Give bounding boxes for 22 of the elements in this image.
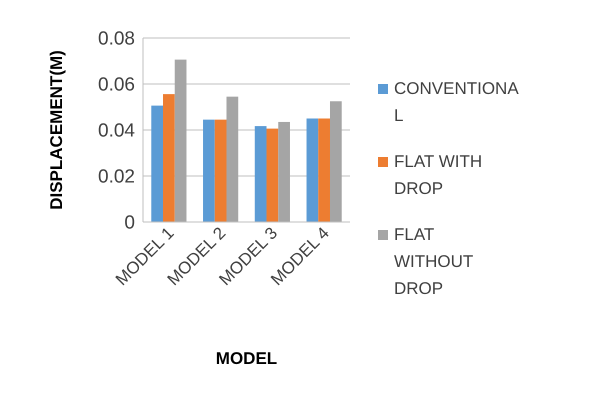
legend-label: CONVENTIONAL: [394, 79, 520, 125]
y-tick-label: 0.02: [98, 166, 135, 188]
y-tick-label: 0.04: [98, 120, 136, 142]
bar: [163, 94, 175, 222]
bar: [318, 118, 330, 222]
bar: [266, 128, 278, 222]
legend-label: FLAT WITH DROP: [394, 152, 482, 198]
y-tick-label: 0.06: [98, 74, 135, 96]
bar: [214, 120, 226, 222]
y-tick-label: 0: [124, 212, 135, 234]
bar: [278, 122, 290, 222]
bar: [203, 120, 215, 222]
y-tick-label: 0.08: [98, 28, 135, 50]
bar: [306, 118, 318, 222]
legend-label: FLAT WITHOUT DROP: [394, 225, 474, 298]
bar: [254, 126, 267, 222]
bar: [174, 60, 186, 222]
bar: [151, 106, 164, 222]
bar: [330, 101, 342, 222]
x-axis-title: MODEL: [216, 349, 278, 368]
y-axis-title: DISPLACEMENT(M): [47, 50, 66, 210]
bar: [226, 96, 238, 222]
